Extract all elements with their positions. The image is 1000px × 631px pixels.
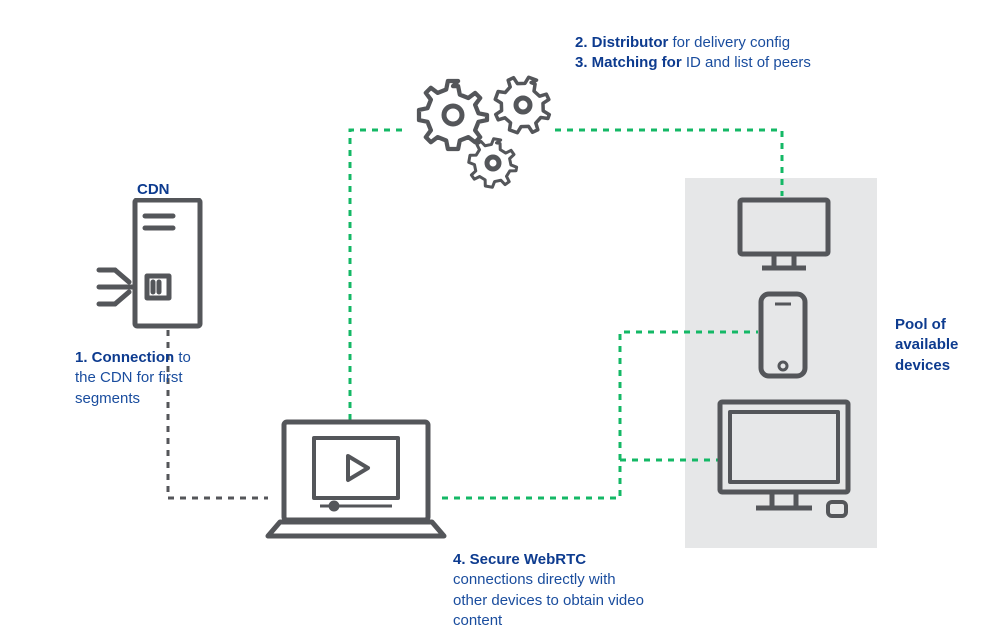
- smartphone-icon: [757, 290, 809, 385]
- pool-label-text: Pool ofavailabledevices: [895, 316, 958, 374]
- step3-bold: 3. Matching for: [575, 54, 682, 71]
- pool-label: Pool ofavailabledevices: [895, 315, 958, 376]
- step2-bold: 2. Distributor: [575, 34, 668, 51]
- laptop-video-icon: [262, 418, 450, 553]
- cdn-server-icon: [95, 198, 215, 343]
- step3-rest: ID and list of peers: [682, 54, 811, 71]
- step1-label: 1. Connection to the CDN for first segme…: [75, 348, 195, 409]
- step1-bold: 1. Connection: [75, 349, 174, 366]
- step2-label: 2. Distributor for delivery config: [575, 33, 790, 53]
- step4-rest: connections directly with other devices …: [453, 571, 644, 629]
- step3-label: 3. Matching for ID and list of peers: [575, 53, 811, 73]
- tv-icon: [716, 398, 856, 527]
- step4-bold: 4. Secure WebRTC: [453, 551, 586, 568]
- gears-icon: [405, 63, 565, 198]
- step2-rest: for delivery config: [668, 34, 790, 51]
- monitor-icon: [736, 196, 832, 279]
- step4-label: 4. Secure WebRTC connections directly wi…: [453, 550, 653, 631]
- cdn-title: CDN: [137, 181, 170, 198]
